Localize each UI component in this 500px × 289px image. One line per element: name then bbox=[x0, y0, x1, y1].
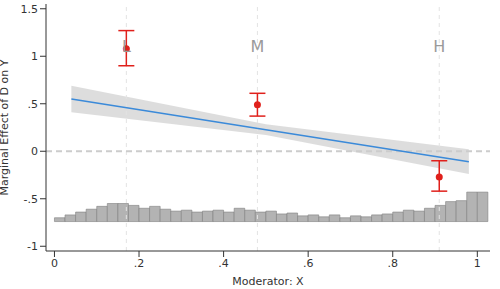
svg-text:M: M bbox=[251, 37, 265, 56]
svg-text:.4: .4 bbox=[218, 257, 229, 270]
svg-text:-.5: -.5 bbox=[24, 193, 38, 206]
svg-text:1.5: 1.5 bbox=[21, 3, 39, 16]
svg-text:.5: .5 bbox=[28, 98, 39, 111]
svg-text:Marginal Effect of D on Y: Marginal Effect of D on Y bbox=[8, 59, 11, 195]
svg-text:L: L bbox=[122, 37, 131, 56]
svg-text:H: H bbox=[433, 37, 445, 56]
svg-text:.6: .6 bbox=[303, 257, 314, 270]
svg-text:0: 0 bbox=[31, 145, 38, 158]
svg-text:Moderator: X: Moderator: X bbox=[232, 275, 304, 288]
svg-text:-1: -1 bbox=[27, 240, 38, 253]
svg-text:1: 1 bbox=[31, 50, 38, 63]
svg-text:.8: .8 bbox=[387, 257, 398, 270]
svg-text:1: 1 bbox=[474, 257, 481, 270]
svg-text:0: 0 bbox=[51, 257, 58, 270]
svg-text:.2: .2 bbox=[134, 257, 145, 270]
